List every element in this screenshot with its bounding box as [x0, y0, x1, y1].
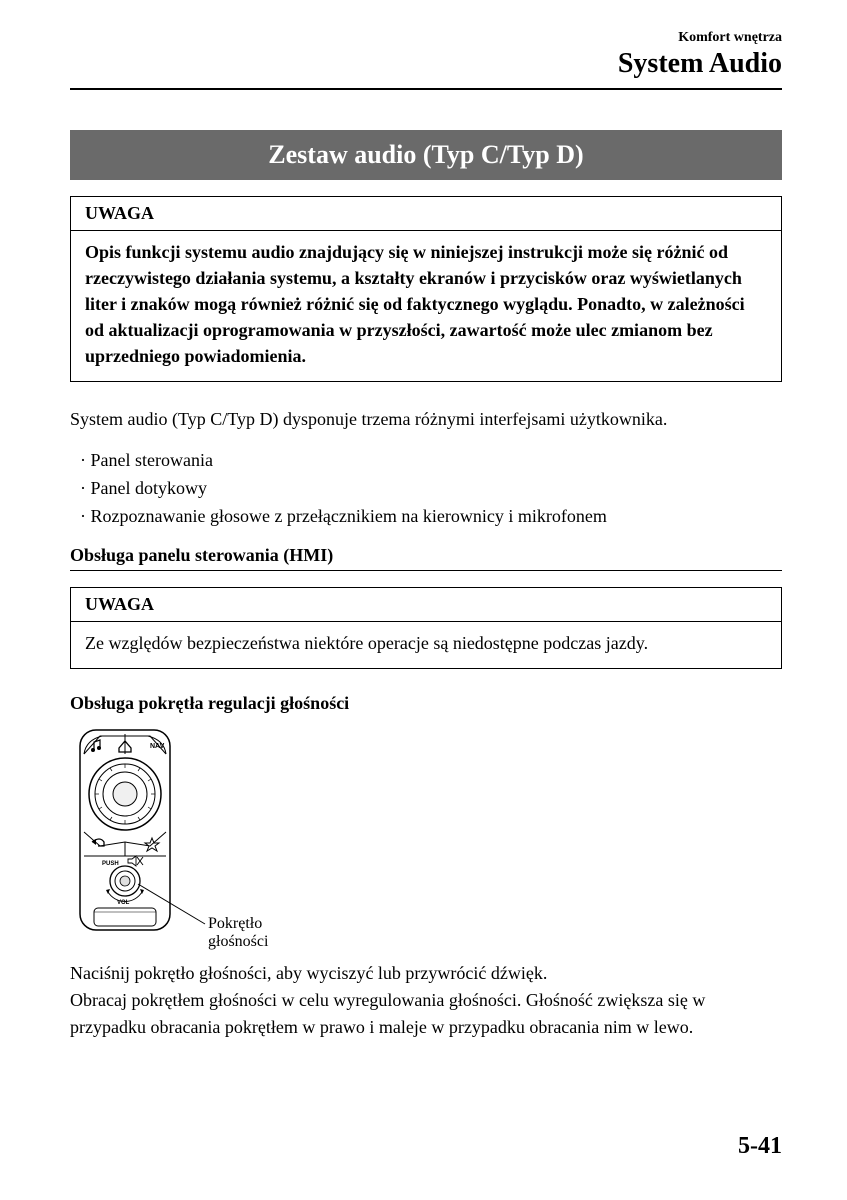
callout-line1: Pokrętło — [208, 915, 262, 932]
page-number: 5-41 — [738, 1133, 782, 1160]
footer-paragraph: Naciśnij pokrętło głośności, aby wyciszy… — [70, 960, 782, 1041]
list-item: Panel sterowania — [70, 447, 782, 475]
vol-label: VOL — [117, 900, 130, 906]
commander-figure: NAV — [70, 724, 782, 954]
commander-svg: NAV — [70, 724, 310, 954]
push-label: PUSH — [102, 861, 119, 867]
notice-body: Opis funkcji systemu audio znajdujący si… — [71, 231, 781, 381]
callout-line2: głośności — [208, 933, 269, 950]
chapter-label: Komfort wnętrza — [70, 30, 782, 46]
section-title: System Audio — [70, 48, 782, 80]
topic-banner: Zestaw audio (Typ C/Typ D) — [70, 130, 782, 180]
list-item: Rozpoznawanie głosowe z przełącznikiem n… — [70, 503, 782, 531]
notice-label: UWAGA — [71, 197, 781, 231]
nav-label: NAV — [150, 743, 165, 750]
hmi-heading: Obsługa panelu sterowania (HMI) — [70, 545, 782, 571]
page-content: Komfort wnętrza System Audio Zestaw audi… — [0, 0, 847, 1041]
page-header: Komfort wnętrza System Audio — [70, 30, 782, 80]
notice-label: UWAGA — [71, 588, 781, 622]
interface-list: Panel sterowania Panel dotykowy Rozpozna… — [70, 447, 782, 531]
list-item: Panel dotykowy — [70, 475, 782, 503]
header-rule — [70, 88, 782, 90]
intro-paragraph: System audio (Typ C/Typ D) dysponuje trz… — [70, 406, 782, 433]
notice-box-secondary: UWAGA Ze względów bezpieczeństwa niektór… — [70, 587, 782, 669]
notice-body: Ze względów bezpieczeństwa niektóre oper… — [71, 622, 781, 668]
notice-box-main: UWAGA Opis funkcji systemu audio znajduj… — [70, 196, 782, 382]
volume-heading: Obsługa pokrętła regulacji głośności — [70, 693, 782, 714]
